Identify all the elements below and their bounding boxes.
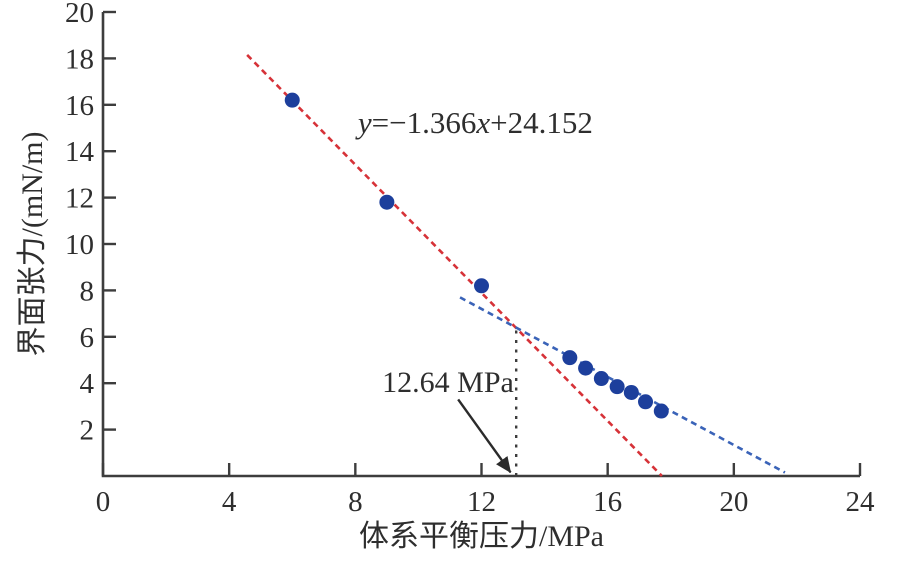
y-tick-label: 6 <box>80 322 95 354</box>
data-point <box>638 394 654 410</box>
equation-text: +24.152 <box>490 105 593 140</box>
y-tick-label: 4 <box>80 368 95 400</box>
data-points <box>284 92 669 419</box>
trendlines <box>246 54 786 477</box>
data-point <box>623 384 639 400</box>
data-point <box>379 194 395 210</box>
annotation-layer <box>457 329 518 476</box>
data-point <box>609 379 625 395</box>
x-tick-label: 8 <box>348 486 363 518</box>
upper-trendline <box>246 54 663 477</box>
mmp-pressure-label: 12.64 MPa <box>382 366 514 399</box>
y-tick-label: 8 <box>80 275 95 307</box>
equation-variable: y <box>355 105 372 140</box>
equation-label: y=−1.366x+24.152 <box>355 105 593 140</box>
y-tick-label: 14 <box>65 136 95 168</box>
lower-trendline <box>459 296 786 474</box>
x-tick-label: 0 <box>96 486 111 518</box>
y-tick-label: 10 <box>65 229 94 261</box>
data-point <box>284 92 300 108</box>
mmp-arrow <box>457 398 512 474</box>
data-point <box>593 371 609 387</box>
x-tick-label: 20 <box>719 486 748 518</box>
x-tick-label: 12 <box>467 486 496 518</box>
x-axis-title: 体系平衡压力/MPa <box>359 520 604 553</box>
data-point <box>653 403 669 419</box>
x-tick-label: 24 <box>846 486 876 518</box>
equation-text: =−1.366 <box>372 105 477 140</box>
y-tick-label: 2 <box>80 415 95 447</box>
x-tick-label: 4 <box>222 486 237 518</box>
x-tick-label: 16 <box>593 486 622 518</box>
data-point <box>474 278 489 294</box>
y-tick-label: 18 <box>65 43 94 75</box>
y-axis-title: 界面张力/(mN/m) <box>16 132 49 357</box>
data-point <box>562 350 578 366</box>
y-tick-label: 12 <box>65 183 94 215</box>
data-point <box>578 360 594 376</box>
y-tick-label: 20 <box>65 0 94 29</box>
y-tick-label: 16 <box>65 90 94 122</box>
axis-spines <box>101 12 860 478</box>
equation-variable: x <box>475 105 490 140</box>
